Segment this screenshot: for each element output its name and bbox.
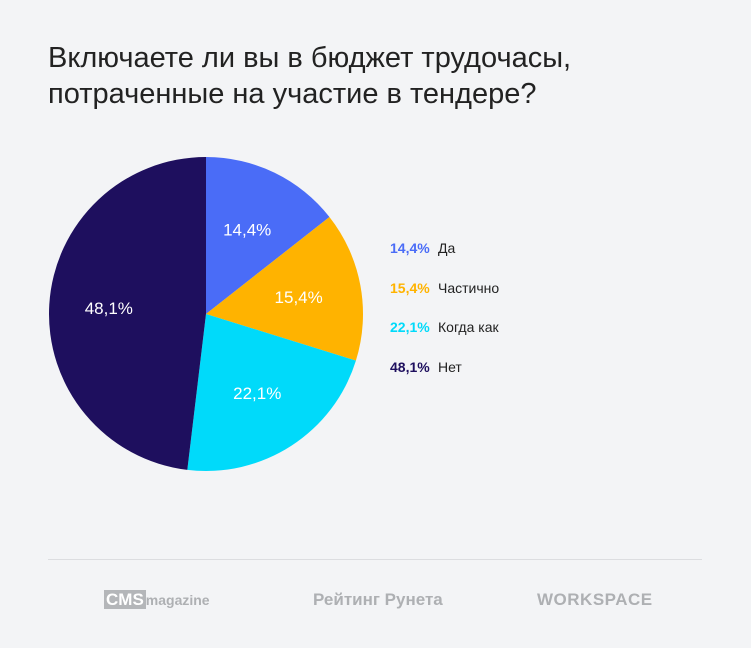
legend-item: 14,4% Да — [390, 240, 499, 280]
title-line-2: потраченные на участие в тендере? — [48, 78, 537, 110]
legend-value: 22,1% — [390, 319, 430, 335]
slice-label: 48,1% — [85, 299, 133, 318]
pie-slice-3 — [48, 157, 207, 470]
pie-slice-2 — [187, 314, 356, 471]
legend-label: Когда как — [438, 319, 499, 335]
legend-label: Да — [438, 240, 456, 256]
slice-label: 15,4% — [275, 288, 323, 307]
legend-item: 15,4% Частично — [390, 280, 499, 320]
legend-label: Нет — [438, 358, 462, 375]
workspace-logo: WORKSPACE — [537, 590, 653, 609]
legend-value: 15,4% — [390, 279, 430, 296]
legend-value: 48,1% — [390, 358, 430, 375]
rating-runeta-logo: Рейтинг Рунета — [313, 590, 443, 609]
cms-magazine-logo: CMS magazine — [104, 590, 210, 609]
legend-value: 14,4% — [390, 240, 430, 256]
title-line-1: Включаете ли вы в бюджет трудочасы, — [48, 42, 572, 74]
legend-item: 22,1% Когда как — [390, 319, 499, 359]
slice-label: 14,4% — [223, 220, 271, 239]
legend-label: Частично — [438, 279, 500, 296]
footer-divider — [48, 559, 702, 560]
chart-title: Включаете ли вы в бюджет трудочасы, потр… — [48, 40, 571, 112]
pie-slice-0 — [206, 157, 330, 314]
pie-slice-1 — [206, 216, 363, 361]
legend: 14,4% Да 15,4% Частично 22,1% Когда как 48,… — [390, 240, 499, 398]
legend-item: 48,1% Нет — [390, 359, 499, 399]
slice-label: 22,1% — [233, 384, 281, 403]
